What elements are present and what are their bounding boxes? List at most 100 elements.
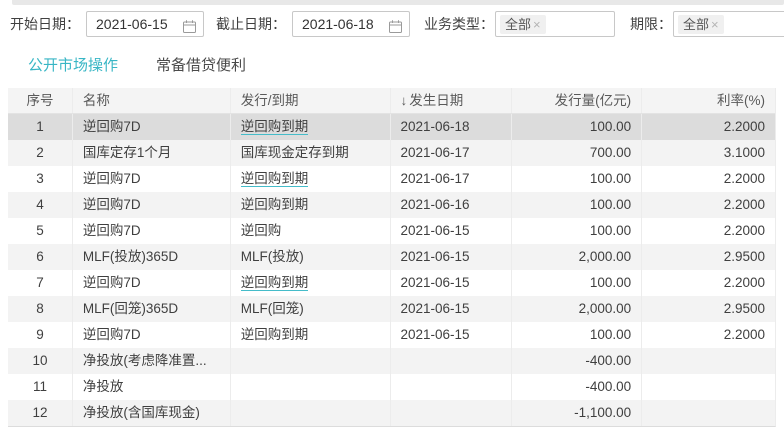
term-label: 期限： [630, 16, 672, 32]
cell-amount: -400.00 [511, 374, 641, 400]
cell-rate: 2.2000 [641, 114, 775, 140]
table-row[interactable]: 3 逆回购7D 逆回购到期 2021-06-17 100.00 2.2000 [8, 166, 775, 192]
table-row[interactable]: 6 MLF(投放)365D MLF(投放) 2021-06-15 2,000.0… [8, 244, 775, 270]
cell-date: 2021-06-18 [389, 114, 512, 140]
cell-issue [229, 400, 390, 426]
cell-amount: 2,000.00 [511, 244, 641, 270]
table-row[interactable]: 12 净投放(含国库现金) -1,100.00 [8, 400, 775, 426]
term-select[interactable]: 全部 × [673, 11, 784, 37]
col-name[interactable]: 名称 [71, 88, 230, 113]
table-row[interactable]: 1 逆回购7D 逆回购到期 2021-06-18 100.00 2.2000 [8, 114, 775, 140]
table-row[interactable]: 4 逆回购7D 逆回购到期 2021-06-16 100.00 2.2000 [8, 192, 775, 218]
cell-seq: 4 [36, 197, 44, 212]
end-date-input[interactable]: 2021-06-18 [292, 11, 410, 37]
cell-rate: 2.9500 [641, 296, 775, 322]
table-row[interactable]: 7 逆回购7D 逆回购到期 2021-06-15 100.00 2.2000 [8, 270, 775, 296]
top-panel-edge [12, 0, 784, 5]
tab-standing-lending-facility[interactable]: 常备借贷便利 [156, 57, 247, 74]
col-rate[interactable]: 利率(%) [641, 88, 775, 113]
calendar-icon[interactable] [388, 17, 403, 33]
cell-amount: -1,100.00 [511, 400, 641, 426]
cell-seq: 11 [32, 379, 47, 394]
tag-remove-icon[interactable]: × [711, 17, 719, 32]
table-row[interactable]: 5 逆回购7D 逆回购 2021-06-15 100.00 2.2000 [8, 218, 775, 244]
cell-issue: 逆回购到期 [229, 114, 390, 140]
col-issue-maturity[interactable]: 发行/到期 [229, 88, 390, 113]
cell-seq: 12 [32, 405, 48, 420]
cell-date: 2021-06-17 [389, 140, 512, 166]
cell-amount: 2,000.00 [511, 296, 641, 322]
cell-seq: 5 [36, 223, 44, 238]
col-amount[interactable]: 发行量(亿元) [511, 88, 641, 113]
cell-name: 逆回购7D [71, 218, 230, 244]
table-row[interactable]: 10 净投放(考虑降准置... -400.00 [8, 348, 775, 374]
col-date[interactable]: ↓ 发生日期 [389, 88, 512, 113]
cell-name: 国库定存1个月 [71, 140, 230, 166]
cell-date [389, 348, 512, 374]
cell-seq: 9 [36, 327, 44, 342]
tag-remove-icon[interactable]: × [533, 17, 541, 32]
cell-rate [641, 400, 775, 426]
cell-issue: 逆回购 [229, 218, 390, 244]
cell-name: MLF(回笼)365D [71, 296, 230, 322]
cell-rate: 2.2000 [641, 270, 775, 296]
cell-name: 逆回购7D [71, 322, 230, 348]
cell-amount: -400.00 [511, 348, 641, 374]
cell-rate: 2.2000 [641, 192, 775, 218]
cell-name: 逆回购7D [71, 114, 230, 140]
cell-issue: 逆回购到期 [229, 322, 390, 348]
tab-bar: 公开市场操作 常备借贷便利 [28, 52, 246, 80]
table-row[interactable]: 11 净投放 -400.00 [8, 374, 775, 400]
col-seq[interactable]: 序号 [26, 93, 54, 108]
cell-date [389, 400, 512, 426]
cell-seq: 2 [36, 145, 44, 160]
cell-seq: 3 [36, 171, 44, 186]
cell-seq: 1 [36, 119, 44, 134]
table-row[interactable]: 8 MLF(回笼)365D MLF(回笼) 2021-06-15 2,000.0… [8, 296, 775, 322]
cell-issue [229, 374, 390, 400]
cell-rate: 2.2000 [641, 166, 775, 192]
cell-issue: MLF(投放) [229, 244, 390, 270]
cell-seq: 10 [32, 353, 48, 368]
sort-desc-icon[interactable]: ↓ [400, 93, 408, 108]
tab-open-market-operations[interactable]: 公开市场操作 [28, 57, 119, 74]
cell-date: 2021-06-15 [389, 244, 512, 270]
table-row[interactable]: 2 国库定存1个月 国库现金定存到期 2021-06-17 700.00 3.1… [8, 140, 775, 166]
cell-amount: 100.00 [511, 322, 641, 348]
operations-table: 序号 名称 发行/到期 ↓ 发生日期 发行量(亿元) 利率(%) 1 逆回购7D … [8, 88, 776, 427]
cell-seq: 6 [36, 249, 44, 264]
cell-name: MLF(投放)365D [71, 244, 230, 270]
cell-date: 2021-06-15 [389, 270, 512, 296]
table-body: 1 逆回购7D 逆回购到期 2021-06-18 100.00 2.2000 2… [8, 114, 775, 426]
cell-date: 2021-06-16 [389, 192, 512, 218]
end-date-label: 截止日期： [216, 16, 286, 32]
start-date-input[interactable]: 2021-06-15 [86, 11, 204, 37]
cell-issue: 逆回购到期 [229, 270, 390, 296]
cell-rate: 2.2000 [641, 218, 775, 244]
cell-issue: 逆回购到期 [229, 192, 390, 218]
cell-name: 净投放 [71, 374, 230, 400]
cell-rate: 3.1000 [641, 140, 775, 166]
cell-seq: 8 [36, 301, 44, 316]
cell-issue: 逆回购到期 [229, 166, 390, 192]
cell-name: 净投放(考虑降准置... [71, 348, 230, 374]
cell-seq: 7 [36, 275, 44, 290]
cell-amount: 100.00 [511, 270, 641, 296]
business-type-select[interactable]: 全部 × [495, 11, 615, 37]
cell-issue [229, 348, 390, 374]
cell-name: 净投放(含国库现金) [71, 400, 230, 426]
cell-rate [641, 348, 775, 374]
cell-date: 2021-06-15 [389, 296, 512, 322]
cell-name: 逆回购7D [71, 192, 230, 218]
cell-date: 2021-06-15 [389, 322, 512, 348]
cell-name: 逆回购7D [71, 166, 230, 192]
start-date-value: 2021-06-15 [96, 16, 168, 32]
cell-rate [641, 374, 775, 400]
cell-amount: 100.00 [511, 166, 641, 192]
start-date-label: 开始日期： [10, 16, 80, 32]
cell-issue: MLF(回笼) [229, 296, 390, 322]
table-row[interactable]: 9 逆回购7D 逆回购到期 2021-06-15 100.00 2.2000 [8, 322, 775, 348]
end-date-value: 2021-06-18 [302, 16, 374, 32]
calendar-icon[interactable] [182, 17, 197, 33]
cell-issue: 国库现金定存到期 [229, 140, 390, 166]
